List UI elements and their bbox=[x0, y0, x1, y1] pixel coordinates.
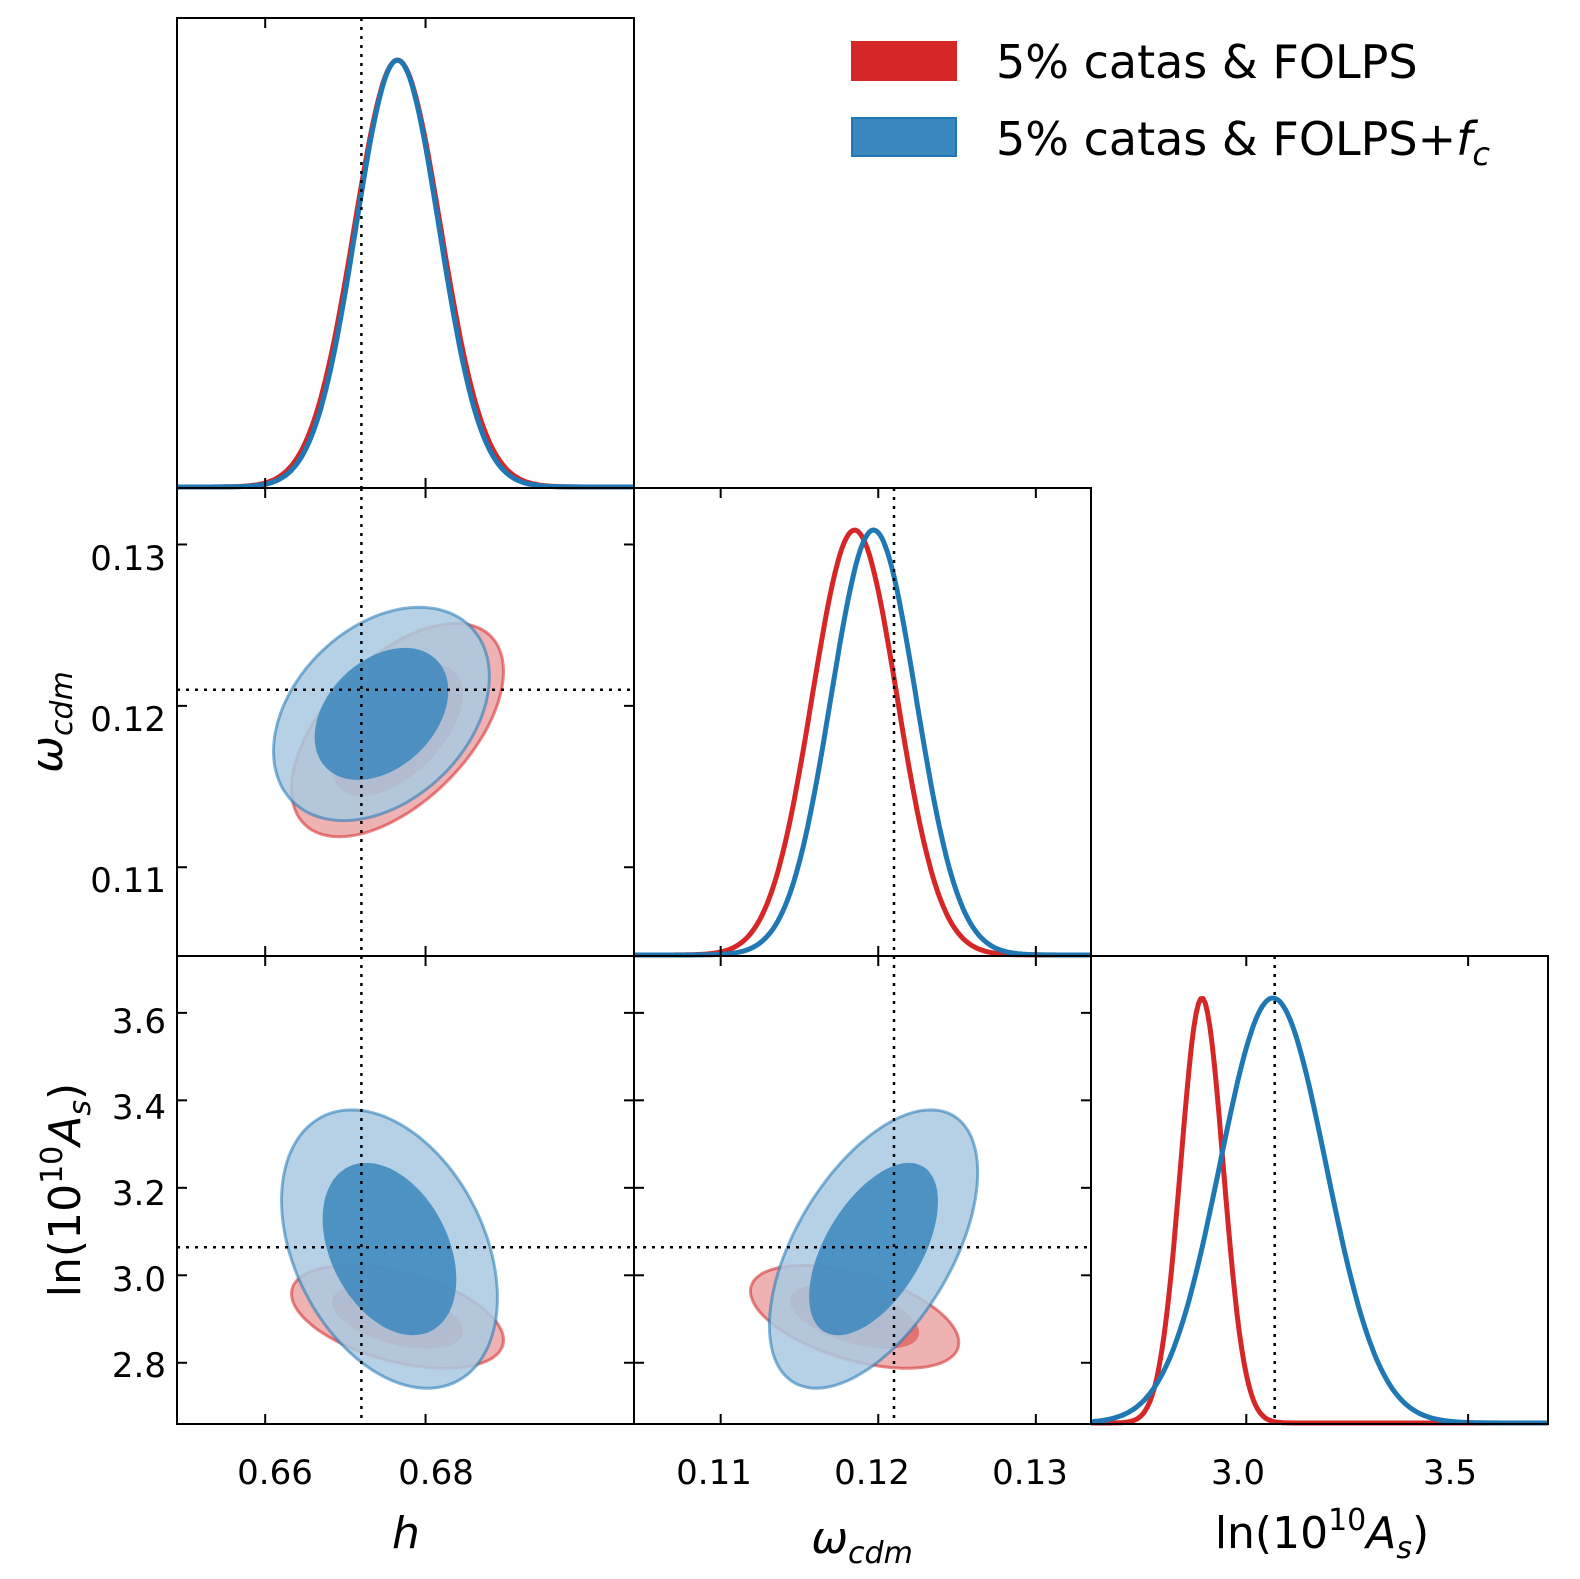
tick-label-omega-x-0.11: 0.11 bbox=[676, 1453, 752, 1493]
tick-label-lnAs-x-3.5: 3.5 bbox=[1423, 1453, 1477, 1493]
tick-label-omega-x-0.13: 0.13 bbox=[992, 1453, 1068, 1493]
marginal-blue-lnAs bbox=[1090, 995, 1549, 1426]
tick-label-lnAs-y-3.6: 3.6 bbox=[112, 1002, 166, 1042]
tick-label-h-0.66: 0.66 bbox=[237, 1453, 313, 1493]
tick-label-lnAs-y-3.0: 3.0 bbox=[112, 1260, 166, 1300]
contour-fills bbox=[271, 605, 980, 1390]
panel-frame-r2-c2 bbox=[1090, 955, 1549, 1425]
posterior-lines bbox=[176, 57, 1549, 1426]
tick-label-lnAs-y-3.2: 3.2 bbox=[112, 1174, 166, 1214]
reference-lines bbox=[177, 18, 1276, 1424]
legend-swatch-blue bbox=[851, 117, 957, 157]
legend-swatch-red bbox=[851, 41, 957, 81]
tick-label-omega-x-0.12: 0.12 bbox=[834, 1453, 910, 1493]
x-axis-label-h: h bbox=[392, 1508, 420, 1559]
marginal-red-lnAs bbox=[1090, 996, 1549, 1426]
tick-label-h-0.68: 0.68 bbox=[398, 1453, 474, 1493]
x-axis-label-lnAs: ln(1010As) bbox=[1215, 1503, 1429, 1566]
axis-ticks bbox=[177, 18, 1470, 1424]
tick-label-lnAs-y-3.4: 3.4 bbox=[112, 1088, 166, 1128]
y-axis-label-lnAs: ln(1010As) bbox=[35, 1083, 98, 1297]
marginal-red-h bbox=[176, 57, 635, 490]
contour-68-blue-omega_cdm-lnAs bbox=[809, 1162, 938, 1336]
contour-68-blue-h-lnAs bbox=[322, 1162, 457, 1336]
panel-frame-r1-c1 bbox=[633, 487, 1092, 957]
legend-label-red: 5% catas & FOLPS bbox=[996, 35, 1418, 89]
tick-label-lnAs-x-3.0: 3.0 bbox=[1211, 1453, 1265, 1493]
tick-label-omega-y-0.11: 0.11 bbox=[90, 861, 166, 901]
tick-label-omega-y-0.12: 0.12 bbox=[90, 700, 166, 740]
legend-label-blue: 5% catas & FOLPS+fc bbox=[996, 112, 1490, 173]
legend: 5% catas & FOLPS 5% catas & FOLPS+fc bbox=[851, 35, 1490, 173]
panel-frame-r0-c0 bbox=[176, 17, 635, 489]
panel-frames bbox=[176, 17, 1549, 1425]
marginal-blue-h bbox=[176, 57, 635, 490]
marginal-blue-omega_cdm bbox=[633, 527, 1092, 958]
marginal-red-omega_cdm bbox=[633, 527, 1092, 958]
contour-68-blue-h-omega_cdm bbox=[314, 647, 449, 780]
x-axis-label-omega-cdm: ωcdm bbox=[811, 1513, 913, 1571]
y-axis-label-omega-cdm: ωcdm bbox=[22, 671, 80, 773]
tick-label-lnAs-y-2.8: 2.8 bbox=[112, 1346, 166, 1386]
tick-label-omega-y-0.13: 0.13 bbox=[90, 539, 166, 579]
